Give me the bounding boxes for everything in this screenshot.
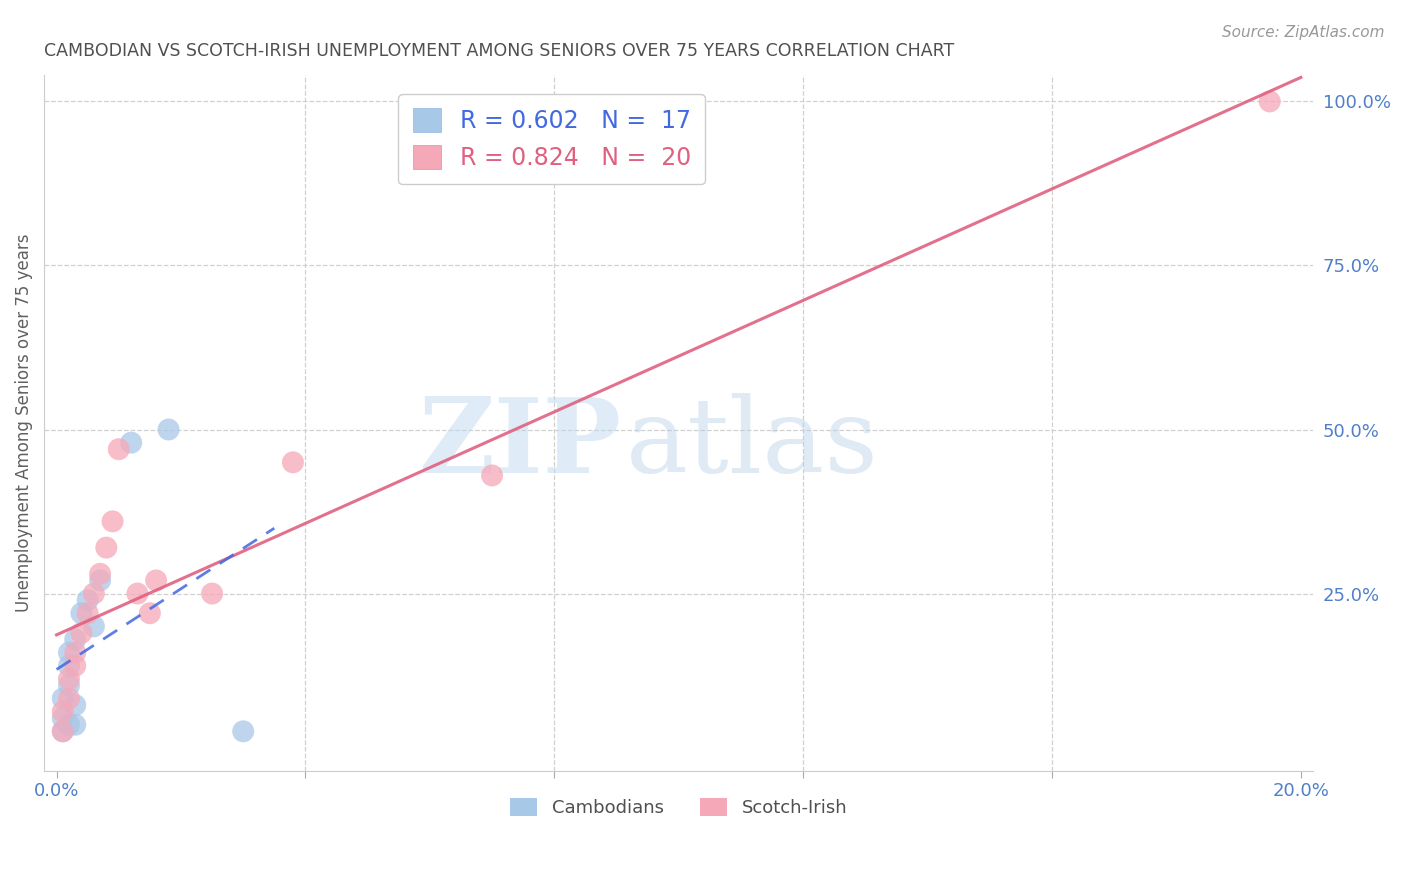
Point [76,606,98,620]
Point [70,606,93,620]
Point [63,658,86,673]
Point [1258,95,1281,109]
Point [145,574,167,588]
Point [58,678,80,692]
Point [70,626,93,640]
Point [52,705,75,719]
Point [120,435,142,450]
Point [481,468,503,483]
Legend: Cambodians, Scotch-Irish: Cambodians, Scotch-Irish [503,790,855,824]
Point [127,586,149,600]
Y-axis label: Unemployment Among Seniors over 75 years: Unemployment Among Seniors over 75 years [15,234,32,612]
Point [58,672,80,686]
Point [58,718,80,732]
Point [96,541,118,555]
Point [139,606,162,620]
Point [89,574,111,588]
Point [63,632,86,647]
Text: atlas: atlas [626,392,879,495]
Point [201,586,224,600]
Point [58,658,80,673]
Point [101,514,124,528]
Point [63,718,86,732]
Point [52,724,75,739]
Point [83,586,105,600]
Point [107,442,129,457]
Point [52,724,75,739]
Point [63,646,86,660]
Point [58,691,80,706]
Point [63,698,86,712]
Point [52,691,75,706]
Text: ZIP: ZIP [419,392,621,495]
Text: CAMBODIAN VS SCOTCH-IRISH UNEMPLOYMENT AMONG SENIORS OVER 75 YEARS CORRELATION C: CAMBODIAN VS SCOTCH-IRISH UNEMPLOYMENT A… [44,42,955,60]
Point [281,455,304,469]
Point [232,724,254,739]
Point [83,619,105,633]
Text: Source: ZipAtlas.com: Source: ZipAtlas.com [1222,25,1385,40]
Point [52,711,75,725]
Point [89,566,111,581]
Point [58,646,80,660]
Point [76,593,98,607]
Point [157,423,180,437]
